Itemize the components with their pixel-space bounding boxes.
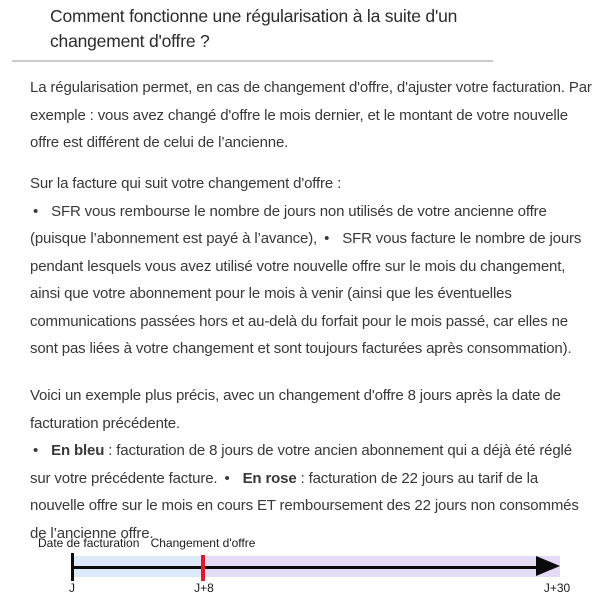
invoice-lead-text: Sur la facture qui suit votre changement… xyxy=(30,175,342,192)
timeline-arrow-icon xyxy=(536,556,560,576)
invoice-section: Sur la facture qui suit votre changement… xyxy=(30,170,593,363)
timeline-start-tick xyxy=(71,553,74,581)
list-item-text: : facturation de 22 jours au tarif de la… xyxy=(30,469,579,542)
list-item-label-rose: En rose xyxy=(242,469,297,487)
bullet-icon: • xyxy=(224,469,230,487)
list-item: • SFR vous facture le nombre de jours pen… xyxy=(30,230,581,357)
timeline-billing-date-label: Date de facturation xyxy=(38,536,140,550)
timeline-offer-change-label: Changement d'offre xyxy=(150,536,256,550)
bullet-icon: • xyxy=(33,202,39,220)
timeline-label-j: J xyxy=(69,581,75,595)
timeline-change-tick xyxy=(201,555,205,581)
bullet-icon: • xyxy=(324,230,330,247)
list-item-text: SFR vous facture le nombre de jours pend… xyxy=(30,230,582,357)
list-item: • En rose : facturation de 22 jours au ta… xyxy=(30,470,579,542)
list-item: • SFR vous rembourse le nombre de jours n… xyxy=(30,203,547,248)
bullet-icon: • xyxy=(33,442,39,459)
timeline-label-j8: J+8 xyxy=(194,581,214,595)
title-divider xyxy=(12,60,493,62)
timeline-arrow-shaft xyxy=(72,566,538,569)
list-item-text: : facturation de 8 jours de votre ancien… xyxy=(30,442,572,487)
example-section: Voici un exemple plus précis, avec un ch… xyxy=(30,382,593,547)
intro-paragraph: La régularisation permet, en cas de chan… xyxy=(30,79,592,151)
list-item-label-blue: En bleu xyxy=(51,442,105,459)
list-item: • En bleu : facturation de 8 jours de vot… xyxy=(30,442,572,487)
list-item-text: SFR vous rembourse le nombre de jours no… xyxy=(30,202,547,248)
example-lead-text: Voici un exemple plus précis, avec un ch… xyxy=(30,387,561,432)
timeline-label-j30: J+30 xyxy=(543,581,571,595)
page-title: Comment fonctionne une régularisation à … xyxy=(50,6,458,51)
